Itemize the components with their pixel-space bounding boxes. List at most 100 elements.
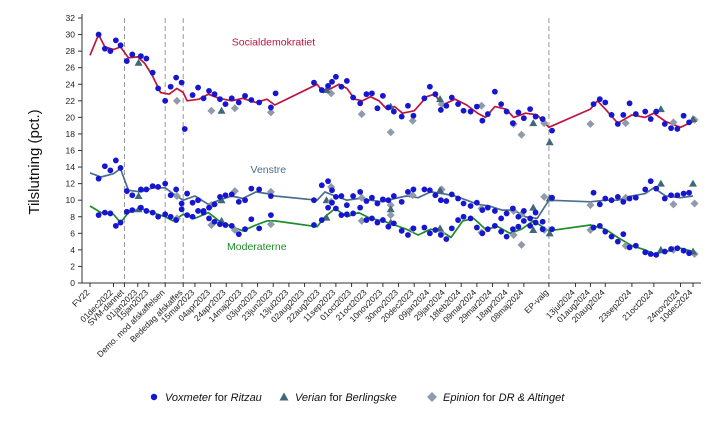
series-label-socialdemokratiet: Socialdemokratiet (232, 36, 316, 48)
epinion-point (266, 108, 275, 117)
epinion-point (586, 120, 595, 128)
voxmeter-point (242, 197, 248, 204)
voxmeter-point (211, 201, 218, 208)
voxmeter-point (107, 48, 114, 55)
voxmeter-point (374, 200, 381, 207)
voxmeter-point (228, 191, 235, 198)
epinion-point (517, 240, 526, 249)
epinion-point (386, 128, 395, 137)
voxmeter-point (325, 83, 331, 89)
voxmeter-point (350, 210, 357, 217)
voxmeter-point (363, 217, 370, 223)
epinion-point (408, 191, 417, 200)
voxmeter-point (549, 127, 555, 134)
voxmeter-point (515, 213, 522, 220)
voxmeter-point (527, 222, 534, 229)
voxmeter-point (173, 74, 180, 81)
voxmeter-point (680, 190, 687, 197)
voxmeter-point (614, 121, 621, 127)
voxmeter-point (129, 192, 136, 199)
epinion-point (357, 110, 366, 119)
voxmeter-point (318, 182, 325, 189)
series-label-moderaterne: Moderaterne (227, 241, 287, 253)
voxmeter-point (503, 233, 510, 240)
voxmeter-point (167, 192, 174, 199)
voxmeter-point (674, 245, 681, 252)
verian-point (545, 138, 554, 146)
voxmeter-point (200, 209, 207, 216)
voxmeter-point (329, 78, 335, 85)
voxmeter-point (632, 194, 639, 201)
series-layer: Socialdemokratiet Venstre Moderaterne (89, 31, 699, 259)
voxmeter-point (527, 215, 534, 222)
voxmeter-point (217, 193, 223, 200)
voxmeter-point (455, 195, 461, 202)
voxmeter-point (363, 91, 370, 98)
verian-point (322, 86, 331, 94)
epinion-point (386, 201, 395, 210)
y-tick-label: 14 (66, 162, 76, 172)
voxmeter-point (596, 96, 603, 103)
voxmeter-point (350, 193, 357, 199)
voxmeter-point (318, 87, 325, 93)
voxmeter-point (479, 207, 486, 214)
epinion-point (669, 200, 678, 209)
voxmeter-point (426, 83, 433, 90)
voxmeter-point (206, 204, 212, 211)
legend-label: Verian for Berlingske (295, 392, 397, 404)
voxmeter-point (455, 101, 461, 108)
voxmeter-point (520, 217, 527, 224)
voxmeter-point (620, 231, 627, 238)
voxmeter-point (95, 175, 102, 182)
voxmeter-point (235, 198, 242, 205)
voxmeter-point (661, 195, 668, 202)
voxmeter-point (432, 227, 439, 233)
voxmeter-point (117, 164, 124, 171)
voxmeter-point (311, 197, 317, 204)
voxmeter-point (112, 157, 119, 164)
voxmeter-point (256, 186, 263, 193)
voxmeter-point (195, 208, 201, 214)
voxmeter-point (491, 88, 498, 95)
voxmeter-point (123, 58, 130, 64)
voxmeter-point (620, 111, 627, 118)
voxmeter-point (149, 183, 156, 190)
verian-point (134, 58, 143, 66)
y-tick-label: 24 (66, 79, 76, 89)
voxmeter-point (211, 91, 218, 98)
voxmeter-point (473, 103, 480, 110)
voxmeter-point (235, 99, 242, 106)
y-tick-label: 2 (70, 261, 75, 271)
voxmeter-point (680, 112, 687, 119)
epinion-point (172, 192, 181, 201)
voxmeter-point (363, 198, 370, 204)
voxmeter-point (173, 217, 180, 223)
voxmeter-point (405, 102, 411, 109)
epinion-point (357, 216, 366, 225)
legend-item-verian: Verian for Berlingske (279, 392, 397, 404)
verian-point (529, 119, 538, 127)
voxmeter-point (101, 45, 108, 52)
voxmeter-point (107, 210, 114, 217)
voxmeter-point (311, 222, 317, 228)
epinion-point (586, 201, 595, 210)
voxmeter-point (343, 211, 350, 218)
epinion-point (690, 199, 699, 208)
y-tick-label: 8 (70, 212, 75, 222)
voxmeter-point (432, 91, 439, 98)
verian-point (545, 229, 554, 237)
voxmeter-point (184, 190, 191, 197)
voxmeter-point (155, 184, 162, 190)
voxmeter-point (155, 213, 162, 220)
voxmeter-point (498, 228, 505, 235)
event-lines (123, 18, 550, 283)
y-tick-label: 4 (70, 245, 75, 255)
voxmeter-point (332, 193, 339, 200)
voxmeter-point (632, 111, 639, 117)
y-tick-label: 20 (66, 112, 76, 122)
y-tick-label: 30 (66, 30, 76, 40)
legend-item-voxmeter: Voxmeter for Ritzau (150, 392, 262, 404)
voxmeter-point (539, 116, 546, 122)
voxmeter-point (268, 104, 274, 111)
voxmeter-point (432, 192, 439, 199)
